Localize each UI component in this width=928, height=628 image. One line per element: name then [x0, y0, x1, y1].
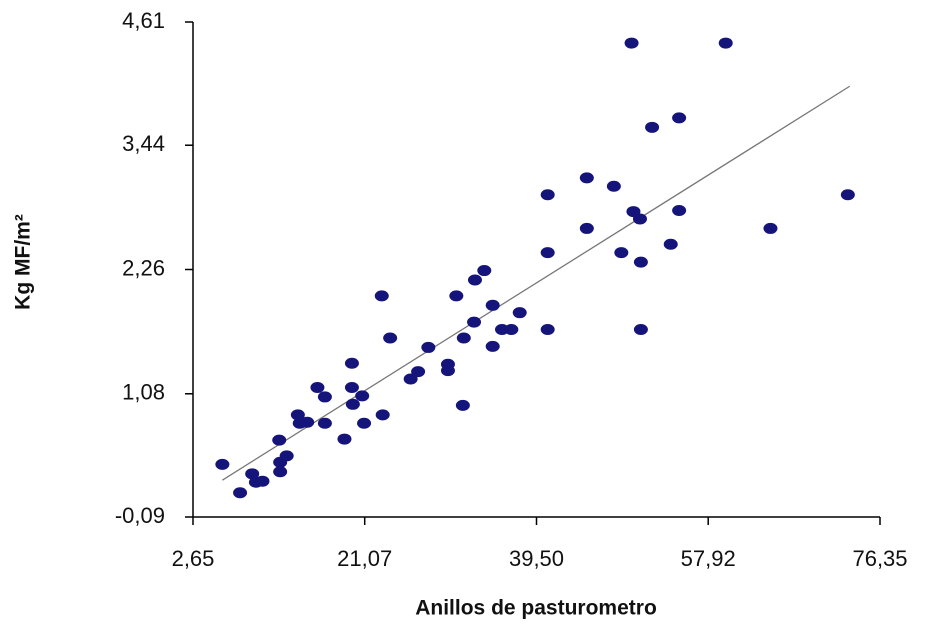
point [632, 213, 647, 225]
point [355, 390, 370, 402]
point [290, 409, 305, 421]
point [579, 222, 594, 234]
point [672, 205, 687, 217]
point [606, 180, 621, 192]
trend-line [222, 85, 851, 481]
point [317, 391, 332, 403]
point [245, 468, 260, 480]
point [504, 324, 519, 336]
point [345, 398, 360, 410]
point [300, 416, 315, 428]
point [477, 265, 492, 277]
point [411, 366, 426, 378]
y-tick-label: 4,61 [122, 8, 165, 33]
point [540, 189, 555, 201]
y-tick-label: 1,08 [122, 380, 165, 405]
point [672, 112, 687, 124]
point [579, 172, 594, 184]
point [718, 37, 733, 49]
point [840, 189, 855, 201]
point [645, 121, 660, 133]
point [215, 458, 230, 470]
point [485, 340, 500, 352]
point [344, 381, 359, 393]
point [233, 487, 248, 499]
x-tick-label: 39,50 [509, 546, 564, 571]
x-tick-label: 2,65 [172, 546, 215, 571]
point [374, 290, 389, 302]
x-tick-label: 76,35 [852, 546, 907, 571]
point [273, 466, 288, 478]
y-axis-title: Kg MF/m² [12, 214, 35, 310]
point [449, 290, 464, 302]
point [512, 307, 527, 319]
point [633, 256, 648, 268]
point [540, 324, 555, 336]
point [337, 433, 352, 445]
point [317, 417, 332, 429]
point [375, 409, 390, 421]
y-tick-label: -0,09 [115, 503, 165, 528]
point [467, 274, 482, 286]
point [624, 37, 639, 49]
point [440, 365, 455, 377]
point [403, 373, 418, 385]
point [421, 341, 436, 353]
point [455, 399, 470, 411]
x-tick-label: 57,92 [681, 546, 736, 571]
point [383, 332, 398, 344]
point [763, 222, 778, 234]
y-tick-label: 2,26 [122, 255, 165, 280]
point [357, 417, 372, 429]
point [255, 475, 270, 487]
point [344, 357, 359, 369]
point [467, 316, 482, 328]
point [633, 324, 648, 336]
x-axis-title: Anillos de pasturometro [415, 597, 657, 620]
point [279, 450, 294, 462]
point [272, 434, 287, 446]
point [663, 238, 678, 250]
point [456, 332, 471, 344]
point [614, 247, 629, 259]
y-tick-label: 3,44 [122, 131, 165, 156]
point [540, 247, 555, 259]
x-tick-label: 21,07 [337, 546, 392, 571]
point [485, 299, 500, 311]
point [310, 381, 325, 393]
